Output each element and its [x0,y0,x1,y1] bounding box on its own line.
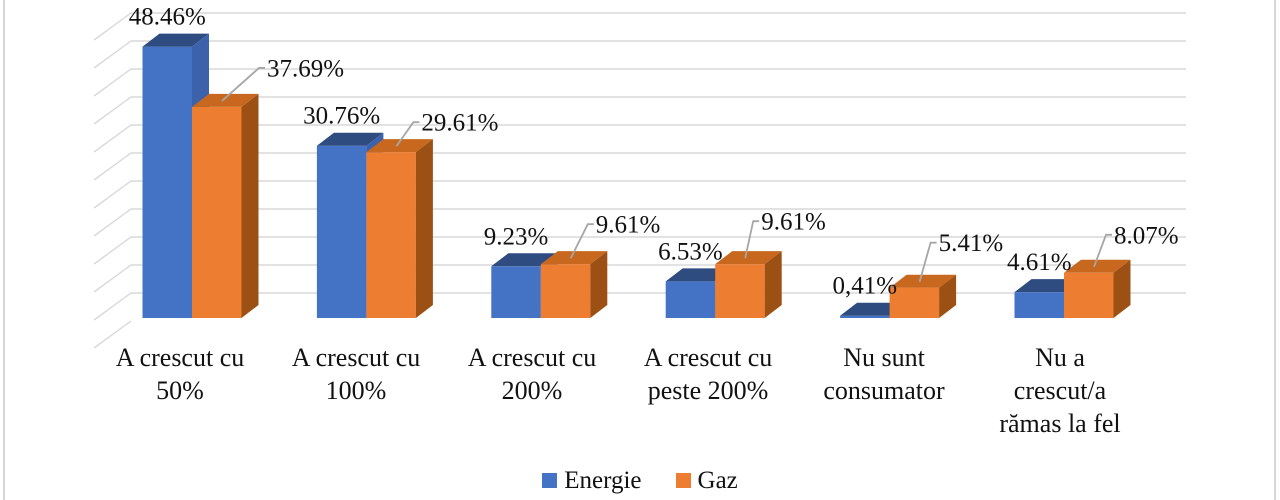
bar-gaz-2 [540,251,608,318]
bar-gaz-4-front [889,287,940,318]
gridline [93,124,1186,153]
bar-gaz-5-side [1113,259,1131,318]
bars [142,33,1131,319]
bar-energie-1-front [316,145,367,318]
value-labels: 48.46%37.69%30.76% 29.61%9.23% 9.61%6.53%9… [129,4,1179,300]
gridlines [93,12,1186,349]
bar-gaz-4-side [939,274,957,318]
legend-item-gaz: Gaz [675,467,738,494]
bar-gaz-1 [366,139,433,318]
value-label-energie-4: 0,41% [833,273,898,300]
value-label-energie-3: 6.53% [658,238,723,265]
category-label-1: A crescut cu 100% [292,343,421,405]
bar-gaz-3 [715,251,782,318]
value-label-energie-1: 30.76% [303,103,380,130]
bar-gaz-3-side [764,251,782,318]
bar-gaz-5 [1064,259,1131,318]
leader-line [918,241,937,282]
bar-gaz-0-front [192,106,242,318]
gridline [93,208,1186,237]
bar-energie-5-front [1014,292,1064,318]
bar-gaz-3-top [715,251,782,265]
bar-energie-3-front [665,281,716,318]
value-label-gaz-5: 8.07% [1114,222,1179,249]
category-label-3: A crescut cu peste 200% [644,343,773,405]
gridline [93,40,1186,69]
bar-gaz-5-top [1064,259,1131,273]
gridline [93,68,1186,97]
bar-energie-0-top [142,33,209,47]
category-label-5: Nu a crescut/a rămas la fel [999,343,1120,438]
bar-gaz-2-side [590,251,608,318]
bar-gaz-4 [889,274,957,318]
value-label-gaz-4: 5.41% [939,230,1004,257]
leader-lines [221,67,1112,282]
value-label-energie-2: 9.23% [484,223,549,250]
bar-energie-2-front [491,266,541,318]
gridline [93,292,1186,321]
bar-gaz-1-top [366,139,433,153]
gridline [93,236,1186,265]
value-label-gaz-3: 9.61% [761,209,826,236]
leader-line [395,121,420,147]
gridline [93,12,1186,41]
bar-gaz-1-front [366,152,416,318]
bar-gaz-0 [192,93,259,318]
bar-gaz-0-side [241,93,259,318]
bar-gaz-3-front [715,264,765,318]
bar-gaz-5-front [1064,272,1114,318]
legend-swatch-gaz [675,473,691,488]
category-labels: A crescut cu 50% A crescut cu 100% A crescut… [116,343,1121,438]
legend-label-energie: Energie [564,467,642,494]
gridline [93,96,1186,125]
value-label-gaz-2: 9.61% [596,212,661,239]
bar-energie-4-front [840,315,890,318]
bar-energie-0-front [142,46,192,319]
bar-energie-1-top [316,132,384,146]
leader-line [744,220,760,259]
page-right-border-line [1274,0,1276,500]
category-label-2: A crescut cu 200% [468,343,597,405]
category-label-4: Nu sunt consumator [823,343,945,405]
bar-gaz-2-top [540,251,608,265]
value-label-gaz-0: 37.69% [267,55,344,82]
leader-line [569,223,594,259]
bar-energie-2-top [491,253,558,267]
gridline [93,180,1186,209]
legend-swatch-energie [542,473,558,488]
gridline [93,320,132,349]
value-label-gaz-1: 29.61% [421,110,498,137]
bar-gaz-2-front [540,264,591,318]
gridline [93,264,1186,293]
chart-legend: Energie Gaz [0,468,1280,493]
category-label-0: A crescut cu 50% [116,343,245,405]
legend-label-gaz: Gaz [697,467,738,494]
bar-gaz-0-top [192,93,259,107]
bar-gaz-1-side [415,139,433,318]
value-label-energie-5: 4.61% [1007,249,1072,276]
bar-gaz-4-top [889,274,957,288]
page-left-border-line [3,0,5,500]
leader-line [221,67,265,102]
gridline [93,152,1186,181]
legend-item-energie: Energie [542,467,642,494]
leader-line [1093,233,1112,268]
value-label-energie-0: 48.46% [129,4,206,31]
